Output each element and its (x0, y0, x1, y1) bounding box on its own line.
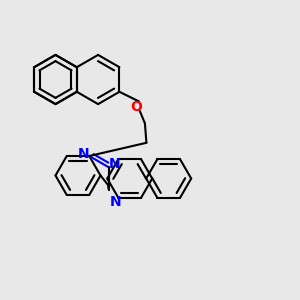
Text: N: N (110, 195, 121, 208)
Text: O: O (130, 100, 142, 114)
Text: N: N (78, 147, 90, 160)
Text: N: N (108, 157, 120, 171)
